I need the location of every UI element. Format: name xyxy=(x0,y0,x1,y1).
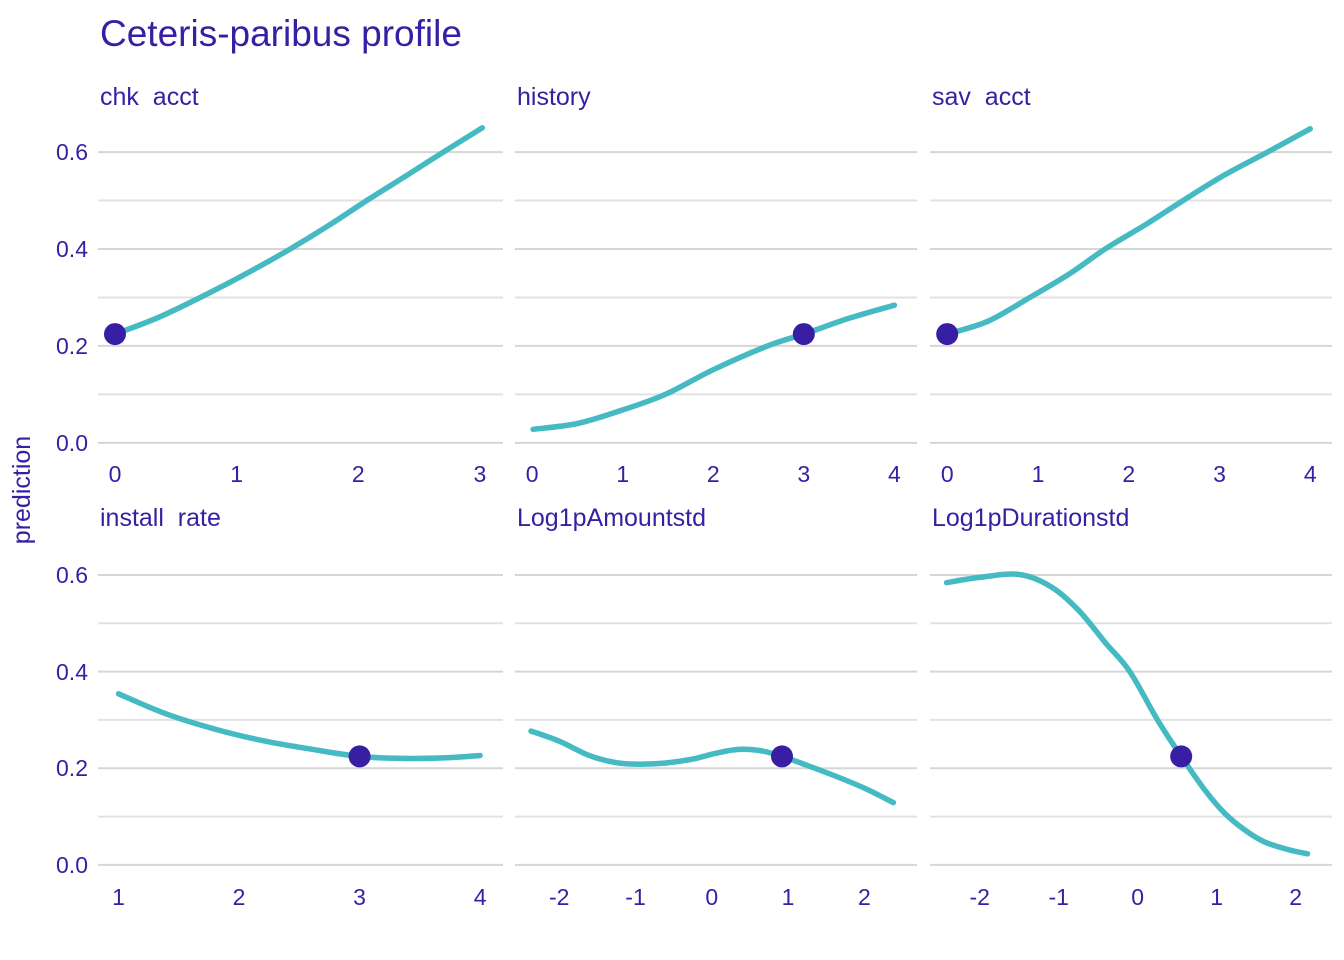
facet-title-2: sav acct xyxy=(932,83,1031,111)
observation-dot xyxy=(936,323,959,346)
x-tick-label: 3 xyxy=(473,461,487,487)
observation-dot xyxy=(104,323,126,346)
x-tick-label: 1 xyxy=(616,461,630,487)
x-tick-label: 2 xyxy=(1122,461,1136,487)
y-tick-label: 0.0 xyxy=(56,851,88,878)
y-tick-label: 0.4 xyxy=(56,235,88,262)
x-tick-label: -1 xyxy=(625,884,646,910)
x-tick-label: 1 xyxy=(1210,884,1224,910)
x-tick-label: 2 xyxy=(1289,884,1303,910)
x-tick-label: -2 xyxy=(969,884,990,910)
x-tick-label: 2 xyxy=(857,884,871,910)
x-tick-label: 1 xyxy=(230,461,244,487)
observation-dot xyxy=(1170,745,1193,768)
x-tick-label: 4 xyxy=(1303,461,1317,487)
x-tick-label: 1 xyxy=(781,884,795,910)
x-tick-label: 4 xyxy=(887,461,901,487)
profile-curve xyxy=(528,728,897,806)
x-tick-label: -1 xyxy=(1048,884,1069,910)
facet-panel-3 xyxy=(98,574,503,866)
x-tick-label: 3 xyxy=(353,884,366,910)
profile-curve xyxy=(944,126,1313,337)
facet-title-4: Log1pAmountstd xyxy=(517,504,707,532)
y-tick-label: 0.6 xyxy=(56,139,88,166)
x-tick-label: 2 xyxy=(351,461,365,487)
x-tick-label: 3 xyxy=(1213,461,1226,487)
x-tick-label: 0 xyxy=(108,461,122,487)
facet-panel-5 xyxy=(930,571,1332,866)
facet-panel-2 xyxy=(930,126,1332,444)
profile-curve xyxy=(115,691,483,762)
x-tick-label: 2 xyxy=(706,461,720,487)
y-tick-label: 0.0 xyxy=(56,429,88,456)
x-tick-label: 0 xyxy=(705,884,719,910)
observation-dot xyxy=(792,323,815,346)
facet-title-3: install rate xyxy=(100,504,221,532)
x-tick-label: 1 xyxy=(112,884,125,910)
y-tick-label: 0.6 xyxy=(56,561,88,588)
x-tick-label: 1 xyxy=(1031,461,1045,487)
x-tick-label: -2 xyxy=(549,884,570,910)
facet-panel-4 xyxy=(515,574,917,866)
y-tick-label: 0.2 xyxy=(56,332,88,359)
x-tick-label: 3 xyxy=(797,461,811,487)
facet-panel-0 xyxy=(98,125,503,444)
observation-dot xyxy=(348,745,371,768)
facet-title-5: Log1pDurationstd xyxy=(932,504,1130,532)
profile-curve xyxy=(112,125,486,337)
x-tick-label: 0 xyxy=(1131,884,1145,910)
x-tick-label: 0 xyxy=(525,461,539,487)
facet-title-0: chk acct xyxy=(100,83,199,111)
y-tick-label: 0.4 xyxy=(56,658,88,685)
facet-title-1: history xyxy=(517,83,591,111)
x-tick-label: 2 xyxy=(232,884,246,910)
observation-dot xyxy=(771,745,793,768)
chart-title: Ceteris-paribus profile xyxy=(100,13,462,54)
x-tick-label: 4 xyxy=(473,884,487,910)
x-tick-label: 0 xyxy=(940,461,954,487)
profile-curve xyxy=(943,571,1311,857)
facet-panel-1 xyxy=(515,151,917,444)
profile-curve xyxy=(530,302,898,433)
y-tick-label: 0.2 xyxy=(56,755,88,782)
